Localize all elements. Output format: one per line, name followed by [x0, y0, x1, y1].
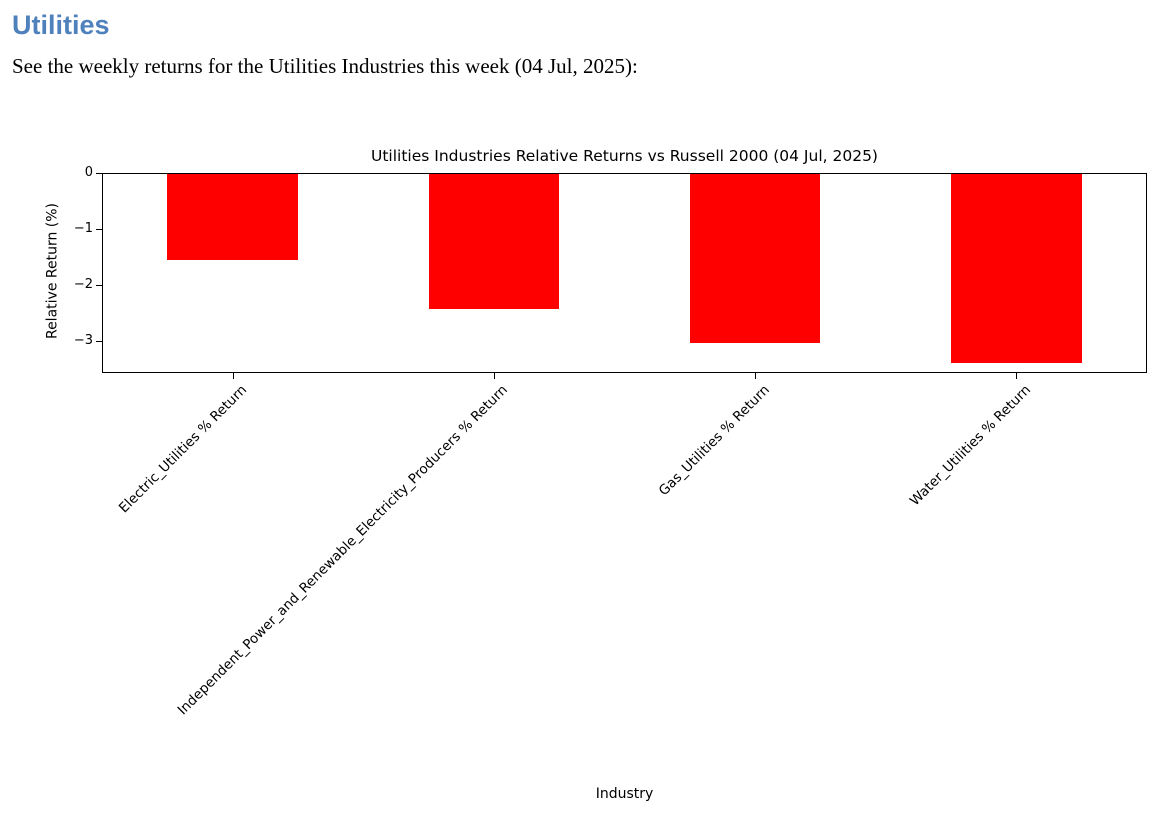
y-tick-label: −1: [73, 220, 93, 236]
bar: [689, 173, 821, 343]
y-axis-label: Relative Return (%): [44, 202, 61, 340]
bar: [428, 173, 560, 309]
x-tick-label: Water_Utilities % Return: [906, 382, 1034, 510]
x-tick-label: Gas_Utilities % Return: [655, 382, 773, 500]
x-tick-label: Independent_Power_and_Renewable_Electric…: [174, 382, 512, 719]
chart-title: Utilities Industries Relative Returns vs…: [371, 147, 878, 165]
intro-text: See the weekly returns for the Utilities…: [12, 54, 638, 79]
y-tick-label: 0: [84, 164, 93, 180]
y-tick-label: −3: [73, 332, 93, 348]
bar: [167, 173, 298, 260]
x-tick-mark: [493, 373, 495, 379]
x-tick-mark: [1016, 373, 1018, 379]
x-tick-mark: [232, 373, 234, 379]
y-tick-mark: [96, 173, 102, 174]
x-tick-label: Electric_Utilities % Return: [115, 382, 250, 517]
x-tick-mark: [755, 373, 757, 379]
y-tick-mark: [96, 229, 102, 230]
page-title: Utilities: [12, 10, 110, 40]
y-tick-mark: [96, 341, 102, 343]
bar: [951, 173, 1082, 363]
x-axis-label: Industry: [595, 786, 654, 802]
y-tick-mark: [96, 285, 102, 286]
weekly-returns-chart: Utilities Industries Relative Returns vs…: [0, 10, 1164, 824]
plot-area: [102, 173, 1147, 373]
y-tick-label: −2: [73, 276, 93, 292]
